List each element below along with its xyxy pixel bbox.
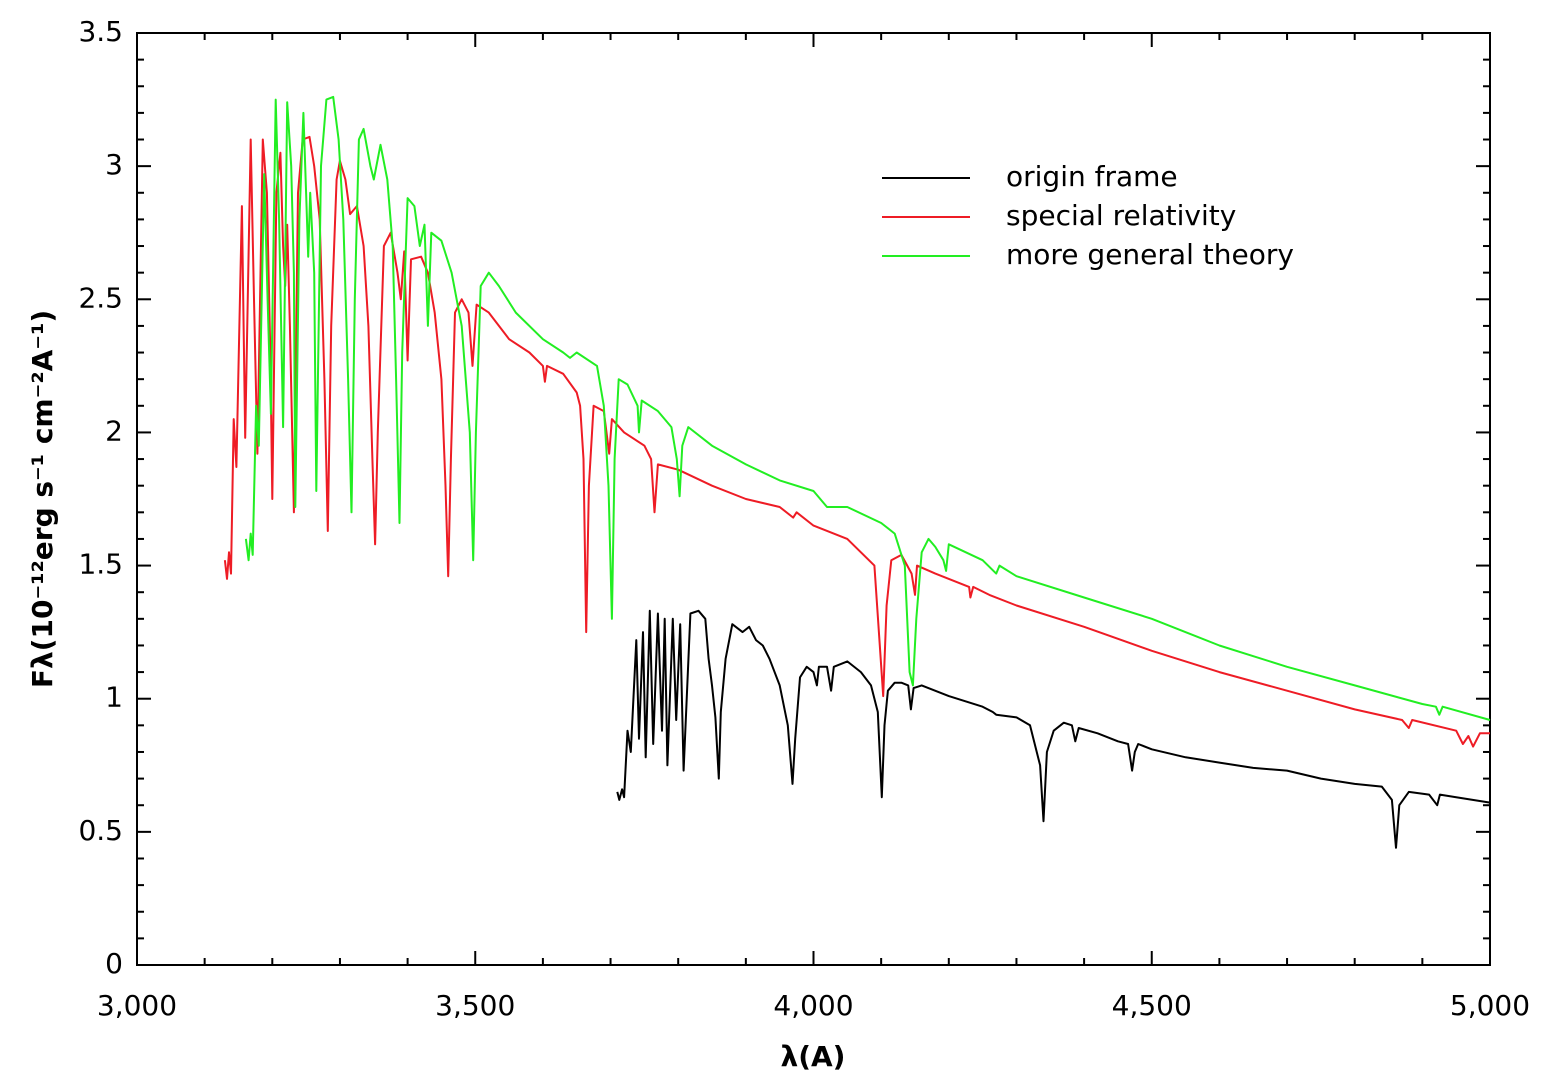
x-tick-label: 5,000 (1450, 989, 1530, 1022)
y-tick-label: 0 (105, 947, 123, 980)
y-tick-label: 2.5 (78, 281, 123, 314)
y-tick-label: 0.5 (78, 814, 123, 847)
x-tick-label: 3,500 (435, 989, 515, 1022)
y-tick-label: 1.5 (78, 548, 123, 581)
y-tick-label: 3.5 (78, 15, 123, 48)
x-tick-label: 4,500 (1112, 989, 1192, 1022)
x-tick-label: 3,000 (97, 989, 177, 1022)
y-tick-label: 1 (105, 681, 123, 714)
legend-label: more general theory (1006, 238, 1294, 271)
series-line (616, 609, 1491, 849)
y-tick-label: 2 (105, 414, 123, 447)
series-line (223, 135, 1490, 748)
legend-label: origin frame (1006, 160, 1178, 193)
y-tick-label: 3 (105, 148, 123, 181)
series-line (244, 95, 1491, 721)
y-axis-label: Fλ(10⁻¹²erg s⁻¹ cm⁻²A⁻¹) (26, 310, 59, 688)
x-axis-label: λ(A) (781, 1040, 846, 1073)
legend-label: special relativity (1006, 199, 1236, 232)
x-tick-label: 4,000 (773, 989, 853, 1022)
